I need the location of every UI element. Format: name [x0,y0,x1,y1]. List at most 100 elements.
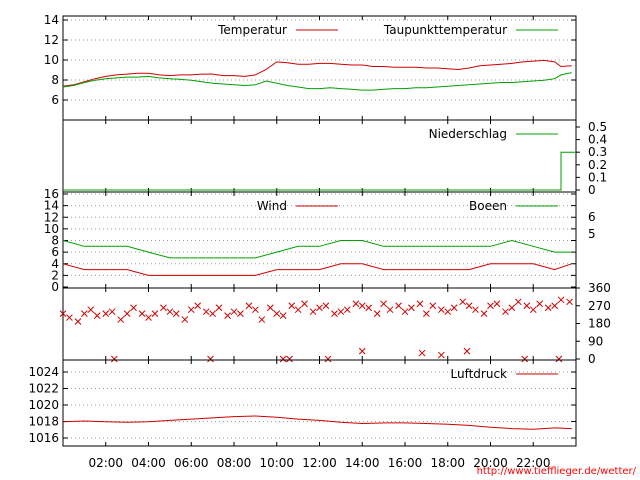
wind-direction-point [544,304,552,312]
y-tick-label: 14 [44,199,59,213]
y-tick-label: 16 [44,187,59,201]
wind-direction-point [352,300,360,308]
wind-direction-point [523,302,531,310]
wind-direction-point [59,310,67,317]
series-line-niederschlag [63,151,576,191]
wind-direction-point [463,347,471,355]
x-tick-label: 20:00 [473,456,508,470]
y-tick-label: 0.3 [588,145,607,159]
series-line-temperatur [62,59,572,87]
wind-direction-point [395,302,402,310]
wind-direction-point [288,302,296,310]
wind-direction-point [87,306,95,314]
wind-direction-point [493,300,501,308]
legend-label: Taupunkttemperatur [383,23,507,37]
wind-direction-point [521,355,529,363]
wind-direction-point [557,296,565,304]
wind-direction-point [416,300,424,308]
wind-direction-point [551,302,558,310]
y-tick-label: 0.4 [588,133,607,147]
wind-direction-point [117,316,125,323]
wind-direction-point [566,298,573,306]
wind-direction-point [487,302,494,310]
y-tick-label: 14 [44,13,59,27]
y-tick-label: 0 [588,183,596,197]
wind-direction-point [337,308,345,316]
wind-direction-point [66,314,73,321]
series-line-luftdruck [62,415,572,430]
wind-direction-point [423,310,430,317]
wind-direction-point [252,306,259,314]
x-tick-label: 02:00 [88,456,123,470]
wind-direction-point [187,306,195,314]
wind-direction-point [373,310,381,317]
wind-direction-point [480,310,488,317]
series-line-wind [62,263,572,276]
y-tick-label: 180 [588,317,611,331]
wind-direction-point [138,310,146,317]
series-line-taupunkttemperatur [62,72,572,91]
wind-direction-point [130,304,137,312]
legend-label: Wind [257,199,287,213]
wind-direction-point [209,310,216,317]
y-tick-label: 1020 [28,398,59,412]
legend-label: Niederschlag [429,127,507,141]
wind-direction-point [110,355,118,363]
y-tick-label: 1022 [28,382,59,396]
wind-direction-point [324,355,332,363]
wind-direction-point [301,300,308,308]
wind-direction-point [358,302,366,310]
y-tick-label: 6 [51,245,59,259]
wind-direction-point [160,304,167,312]
wind-direction-point [529,306,537,314]
wind-direction-point [286,355,293,363]
footer-url[interactable]: http://www.tiefflieger.de/wetter/ [477,466,637,477]
wind-direction-point [365,304,373,312]
wind-direction-point [514,298,522,306]
series-line-boeen [62,239,572,259]
wind-direction-point [237,310,244,317]
y-tick-label: 12 [44,33,59,47]
wind-direction-point [380,300,387,308]
wind-direction-point [207,355,214,363]
wind-direction-point [437,351,445,359]
y-tick-label: 2 [51,268,59,282]
wind-direction-point [309,308,317,316]
wind-direction-point [74,318,82,325]
wind-direction-point [166,308,174,316]
wind-direction-point [245,302,253,310]
wind-direction-point [450,304,458,312]
wind-direction-point [401,308,409,316]
wind-direction-point [322,302,330,310]
wind-direction-point [386,306,394,314]
y-tick-label: 1018 [28,415,59,429]
x-tick-label: 04:00 [131,456,166,470]
y-tick-label: 270 [588,299,611,313]
y-tick-label: 4 [51,257,59,271]
x-tick-label: 22:00 [516,456,551,470]
wind-direction-point [145,314,152,321]
wind-direction-point [444,308,452,316]
x-tick-label: 08:00 [217,456,252,470]
wind-direction-point [172,310,180,317]
y-tick-label: 0.2 [588,158,607,172]
wind-direction-point [224,312,231,319]
y-tick-label: 1016 [28,431,59,445]
wind-direction-point [258,316,266,323]
wind-direction-point [151,310,159,317]
wind-direction-point [279,355,287,363]
wind-direction-point [408,304,415,312]
wind-direction-point [316,304,323,312]
legend-label: Boeen [469,199,507,213]
wind-direction-point [472,306,479,314]
wind-direction-point [93,312,101,319]
y-tick-label: 0.1 [588,170,607,184]
wind-direction-point [81,310,88,317]
y-tick-label: 0.5 [588,120,607,134]
wind-direction-point [465,302,473,310]
wind-direction-point [108,308,116,316]
wind-direction-point [215,304,223,312]
wind-direction-point [266,304,274,312]
y-tick-label: 0 [51,280,59,294]
